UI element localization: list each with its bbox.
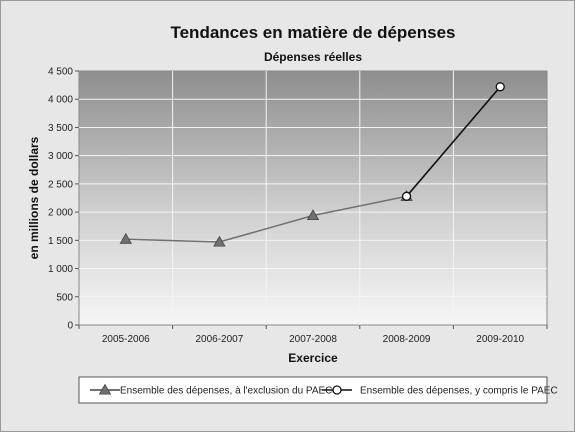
y-tick-label: 0 (67, 321, 73, 332)
series-line-1 (125, 195, 407, 243)
legend: Ensemble des dépenses, à l'exclusion du … (90, 383, 558, 397)
legend-box (78, 376, 548, 404)
y-tick-label: 1 500 (48, 236, 73, 247)
series-2-point (401, 191, 412, 201)
series-line-2 (405, 86, 501, 197)
x-tick-label: 2005-2006 (102, 334, 150, 345)
series-1-point (306, 209, 320, 221)
y-tick-label: 1 000 (48, 264, 73, 275)
y-tick-label: 3 500 (48, 123, 73, 134)
legend-label-2: Ensemble des dépenses, y compris le PAEC (360, 386, 558, 397)
chart-title: Tendances en matière de dépenses (170, 23, 455, 42)
legend-marker-2 (332, 385, 342, 395)
y-tick-label: 2 000 (48, 208, 73, 219)
y-tick-label: 4 000 (48, 95, 73, 106)
y-tick-label: 2 500 (48, 179, 73, 190)
x-tick-label: 2007-2008 (289, 334, 337, 345)
x-axis-title: Exercice (288, 351, 338, 365)
x-tick-label: 2006-2007 (195, 334, 243, 345)
y-tick-label: 4 500 (48, 67, 73, 78)
legend-label-1: Ensemble des dépenses, à l'exclusion du … (120, 386, 332, 397)
series-1-point (119, 232, 132, 244)
legend-marker-1 (98, 383, 112, 395)
grid-lines (79, 71, 547, 325)
y-tick-label: 3 000 (48, 151, 73, 162)
y-axis-ticks: 0 500 1 000 1 500 2 000 2 500 3 000 3 500 4 000 4… (48, 67, 79, 332)
plot-area (78, 70, 548, 326)
x-axis-ticks: 2005-2006 2006-2007 2007-2008 2008-2009 2009… (78, 325, 548, 345)
x-tick-label: 2009-2010 (476, 334, 524, 345)
series-group (119, 82, 505, 247)
y-tick-label: 500 (56, 292, 73, 303)
y-axis-title: en millions de dollars (27, 136, 41, 259)
x-tick-label: 2008-2009 (383, 334, 431, 345)
chart-subtitle: Dépenses réelles (264, 50, 362, 64)
series-2-point (495, 82, 505, 92)
series-1-point (213, 235, 226, 247)
